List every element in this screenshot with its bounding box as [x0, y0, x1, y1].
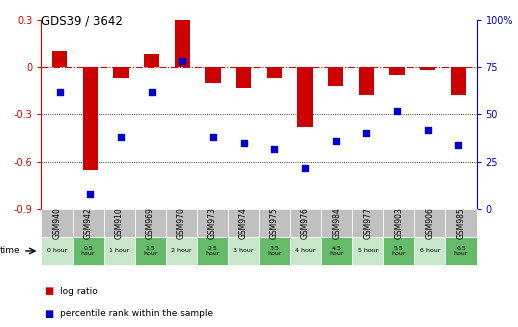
- Text: 1.5
hour: 1.5 hour: [143, 246, 157, 256]
- Text: 0.5
hour: 0.5 hour: [81, 246, 95, 256]
- Bar: [451, 67, 466, 95]
- Text: GSM975: GSM975: [270, 207, 279, 239]
- Bar: [358, 67, 374, 95]
- Point: [362, 131, 370, 136]
- Bar: [420, 67, 435, 70]
- Text: GSM942: GSM942: [83, 207, 93, 239]
- Text: GDS39 / 3642: GDS39 / 3642: [41, 15, 123, 28]
- Point: [55, 89, 64, 94]
- Point: [454, 142, 463, 147]
- Text: ■: ■: [44, 309, 53, 319]
- Point: [301, 165, 309, 170]
- Text: 3 hour: 3 hour: [233, 249, 254, 253]
- Text: GSM976: GSM976: [301, 207, 310, 239]
- Bar: [389, 67, 405, 75]
- Text: GSM910: GSM910: [114, 207, 124, 239]
- Point: [270, 146, 279, 151]
- Text: 5 hour: 5 hour: [357, 249, 378, 253]
- Text: GSM973: GSM973: [208, 207, 217, 239]
- Point: [209, 135, 217, 140]
- Text: 1 hour: 1 hour: [109, 249, 130, 253]
- Point: [423, 127, 431, 132]
- Point: [239, 140, 248, 146]
- Text: 0 hour: 0 hour: [47, 249, 67, 253]
- Text: time: time: [0, 247, 21, 255]
- Bar: [328, 67, 343, 86]
- Bar: [113, 67, 129, 78]
- Bar: [175, 20, 190, 67]
- Text: GSM970: GSM970: [177, 207, 186, 239]
- Text: GSM977: GSM977: [363, 207, 372, 239]
- Point: [117, 135, 125, 140]
- Text: GSM906: GSM906: [425, 207, 435, 239]
- Bar: [297, 67, 313, 127]
- Text: 3.5
hour: 3.5 hour: [267, 246, 282, 256]
- Text: 6.5
hour: 6.5 hour: [454, 246, 468, 256]
- Text: 6 hour: 6 hour: [420, 249, 440, 253]
- Bar: [236, 67, 251, 88]
- Text: GSM984: GSM984: [332, 207, 341, 239]
- Bar: [267, 67, 282, 78]
- Text: GSM903: GSM903: [394, 207, 404, 239]
- Point: [332, 138, 340, 144]
- Point: [393, 108, 401, 113]
- Text: 2.5
hour: 2.5 hour: [205, 246, 220, 256]
- Bar: [83, 67, 98, 170]
- Text: percentile rank within the sample: percentile rank within the sample: [60, 309, 213, 318]
- Text: GSM985: GSM985: [456, 207, 466, 239]
- Text: log ratio: log ratio: [60, 286, 97, 296]
- Text: GSM974: GSM974: [239, 207, 248, 239]
- Point: [87, 192, 95, 197]
- Text: GSM940: GSM940: [52, 207, 62, 239]
- Point: [178, 59, 186, 64]
- Bar: [205, 67, 221, 83]
- Text: 5.5
hour: 5.5 hour: [392, 246, 406, 256]
- Point: [148, 89, 156, 94]
- Text: GSM969: GSM969: [146, 207, 155, 239]
- Text: 4.5
hour: 4.5 hour: [329, 246, 344, 256]
- Text: 2 hour: 2 hour: [171, 249, 192, 253]
- Text: 4 hour: 4 hour: [295, 249, 316, 253]
- Bar: [144, 54, 160, 67]
- Bar: [52, 51, 67, 67]
- Text: ■: ■: [44, 286, 53, 296]
